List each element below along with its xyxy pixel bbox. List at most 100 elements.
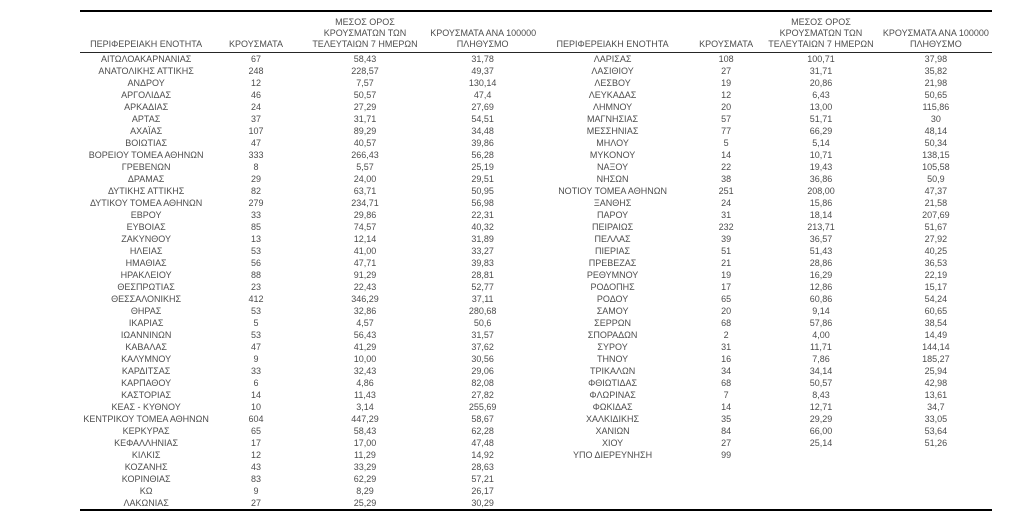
table-row: ΔΡΑΜΑΣ 29 24,00 29,51 ΝΗΣΩΝ 38 36,86 50,9 xyxy=(80,173,992,185)
region-cell: ΘΕΣΣΑΛΟΝΙΚΗΣ xyxy=(111,294,182,304)
region-cell: ΥΠΟ ΔΙΕΡΕΥΝΗΣΗ xyxy=(573,450,653,460)
table-row: ΘΕΣΠΡΩΤΙΑΣ 23 22,43 52,77 ΡΟΔΟΠΗΣ 17 12,86 15,1… xyxy=(80,281,992,293)
avg7-cell: 29,29 xyxy=(809,414,833,424)
per100k-cell: 31,89 xyxy=(471,234,494,244)
cases-cell: 23 xyxy=(251,282,262,292)
cases-cell: 107 xyxy=(248,126,264,136)
per100k-cell: 36,53 xyxy=(924,258,948,268)
avg7-cell: 63,71 xyxy=(353,186,377,196)
avg7-cell: 25,14 xyxy=(809,438,833,448)
region-cell: ΗΡΑΚΛΕΙΟΥ xyxy=(120,270,172,280)
avg7-cell: 34,14 xyxy=(809,366,833,376)
avg7-cell: 51,71 xyxy=(809,114,833,124)
cases-cell: 20 xyxy=(721,102,732,112)
per100k-cell: 27,82 xyxy=(471,390,494,400)
avg7-cell: 6,43 xyxy=(812,90,830,100)
header-per100k-line1: ΚΡΟΥΣΜΑΤΑ ΑΝΑ 100000 xyxy=(430,28,537,38)
header-region-left: ΠΕΡΙΦΕΡΕΙΑΚΗ ΕΝΟΤΗΤΑ xyxy=(90,39,203,49)
cases-cell: 65 xyxy=(721,294,732,304)
cases-cell: 29 xyxy=(251,174,262,184)
per100k-cell: 82,08 xyxy=(471,378,494,388)
region-cell: ΜΕΣΣΗΝΙΑΣ xyxy=(586,126,639,136)
region-cell: ΚΑΣΤΟΡΙΑΣ xyxy=(121,390,172,400)
per100k-cell: 37,62 xyxy=(471,342,494,352)
avg7-cell: 15,86 xyxy=(809,198,833,208)
avg7-cell: 4,86 xyxy=(356,378,374,388)
per100k-cell: 47,4 xyxy=(473,90,492,100)
header-avg7-left: ΜΕΣΟΣ ΟΡΟΣ ΚΡΟΥΣΜΑΤΩΝ ΤΩΝ ΤΕΛΕΥΤΑΙΩΝ 7 Η… xyxy=(300,11,430,53)
region-cell: ΓΡΕΒΕΝΩΝ xyxy=(121,162,171,172)
per100k-cell: 33,05 xyxy=(924,414,948,424)
region-cell: ΚΑΒΑΛΑΣ xyxy=(125,342,167,352)
cases-cell: 57 xyxy=(721,114,732,124)
per100k-cell: 35,82 xyxy=(924,66,948,76)
cases-cell: 65 xyxy=(251,426,262,436)
table-row: ΚΑΛΥΜΝΟΥ 9 10,00 30,56 ΤΗΝΟΥ 16 7,86 185,27 xyxy=(80,353,992,365)
per100k-cell: 22,19 xyxy=(924,270,948,280)
per100k-cell: 27,69 xyxy=(471,102,494,112)
region-cell: ΔΥΤΙΚΟΥ ΤΟΜΕΑ ΑΘΗΝΩΝ xyxy=(89,198,203,208)
cases-cell: 27 xyxy=(721,438,732,448)
per100k-cell: 52,77 xyxy=(471,282,494,292)
cases-cell: 31 xyxy=(721,342,732,352)
region-cell: ΠΑΡΟΥ xyxy=(596,210,629,220)
per100k-cell: 28,63 xyxy=(471,462,494,472)
table-row: ΖΑΚΥΝΘΟΥ 13 12,14 31,89 ΠΕΛΛΑΣ 39 36,57 27,92 xyxy=(80,233,992,245)
avg7-cell: 62,29 xyxy=(353,474,377,484)
avg7-cell: 8,29 xyxy=(356,486,374,496)
cases-cell: 35 xyxy=(721,414,732,424)
avg7-cell: 58,43 xyxy=(353,426,377,436)
cases-cell: 82 xyxy=(251,186,262,196)
avg7-cell: 36,57 xyxy=(809,234,833,244)
cases-cell: 33 xyxy=(251,366,262,376)
region-cell: ΛΑΣΙΘΙΟΥ xyxy=(591,66,634,76)
region-cell: ΛΕΥΚΑΔΑΣ xyxy=(588,90,637,100)
header-avg7-line2: ΚΡΟΥΣΜΑΤΩΝ ΤΩΝ xyxy=(323,28,407,38)
per100k-cell: 185,27 xyxy=(922,354,950,364)
cases-cell: 8 xyxy=(253,162,259,172)
per100k-cell: 37,98 xyxy=(924,54,948,64)
cases-cell: 27 xyxy=(251,498,262,508)
per100k-cell: 21,58 xyxy=(924,198,948,208)
region-cell xyxy=(535,473,690,485)
per100k-cell: 51,26 xyxy=(924,438,948,448)
cases-cell: 5 xyxy=(723,138,729,148)
avg7-cell: 50,57 xyxy=(353,90,377,100)
avg7-cell: 447,29 xyxy=(351,414,379,424)
per100k-cell: 49,37 xyxy=(471,66,494,76)
region-cell: ΖΑΚΥΝΘΟΥ xyxy=(121,234,171,244)
cases-cell: 9 xyxy=(253,486,259,496)
avg7-cell xyxy=(762,473,880,485)
cases-cell: 56 xyxy=(251,258,262,268)
avg7-cell: 11,43 xyxy=(354,390,376,400)
cases-cell: 53 xyxy=(251,330,262,340)
region-cell: ΑΡΚΑΔΙΑΣ xyxy=(124,102,169,112)
region-cell: ΦΘΙΩΤΙΔΑΣ xyxy=(588,378,638,388)
avg7-cell: 66,00 xyxy=(809,426,833,436)
per100k-cell: 58,67 xyxy=(471,414,494,424)
cases-cell: 38 xyxy=(721,174,732,184)
region-cell: ΧΙΟΥ xyxy=(601,438,624,448)
per100k-cell: 31,57 xyxy=(471,330,494,340)
region-cell: ΜΑΓΝΗΣΙΑΣ xyxy=(587,114,639,124)
table-header: ΠΕΡΙΦΕΡΕΙΑΚΗ ΕΝΟΤΗΤΑ ΚΡΟΥΣΜΑΤΑ ΜΕΣΟΣ ΟΡΟ… xyxy=(80,11,992,53)
cases-cell: 13 xyxy=(251,234,262,244)
region-cell: ΑΡΤΑΣ xyxy=(131,114,161,124)
per100k-cell: 48,14 xyxy=(924,126,948,136)
avg7-cell: 12,86 xyxy=(809,282,833,292)
per100k-cell: 40,32 xyxy=(471,222,494,232)
cases-cell: 68 xyxy=(721,318,732,328)
table-row: ΚΕΦΑΛΛΗΝΙΑΣ 17 17,00 47,48 ΧΙΟΥ 27 25,14 51,26 xyxy=(80,437,992,449)
region-cell: ΝΟΤΙΟΥ ΤΟΜΕΑ ΑΘΗΝΩΝ xyxy=(558,186,667,196)
per100k-cell: 21,98 xyxy=(924,78,948,88)
avg7-cell xyxy=(762,461,880,473)
table-row: ΚΕΑΣ - ΚΥΘΝΟΥ 10 3,14 255,69 ΦΩΚΙΔΑΣ 14 12,71 3… xyxy=(80,401,992,413)
cases-cell: 9 xyxy=(253,354,259,364)
avg7-cell: 16,29 xyxy=(809,270,833,280)
region-cell: ΒΟΡΕΙΟΥ ΤΟΜΕΑ ΑΘΗΝΩΝ xyxy=(88,150,204,160)
region-cell: ΛΕΣΒΟΥ xyxy=(594,78,631,88)
per100k-cell: 34,48 xyxy=(471,126,494,136)
table-row: ΑΡΚΑΔΙΑΣ 24 27,29 27,69 ΛΗΜΝΟΥ 20 13,00 115,86 xyxy=(80,101,992,113)
header-per100k-right: ΚΡΟΥΣΜΑΤΑ ΑΝΑ 100000 ΠΛΗΘΥΣΜΟ xyxy=(880,11,992,53)
cases-cell: 27 xyxy=(721,66,732,76)
